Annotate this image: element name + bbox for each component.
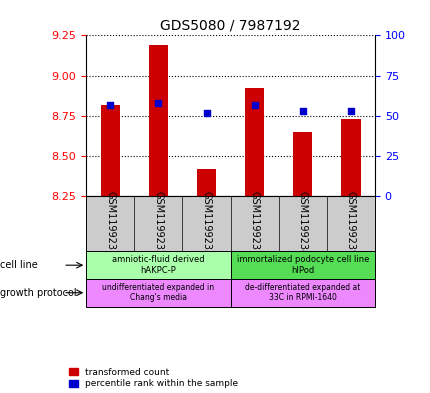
Point xyxy=(298,108,305,114)
Text: GSM1199231: GSM1199231 xyxy=(105,191,115,256)
Bar xyxy=(230,279,374,307)
Bar xyxy=(341,119,359,196)
Point xyxy=(155,100,162,106)
Text: growth protocol: growth protocol xyxy=(0,288,77,298)
Text: cell line: cell line xyxy=(0,260,38,270)
Point xyxy=(107,101,114,108)
Text: undifferentiated expanded in
Chang's media: undifferentiated expanded in Chang's med… xyxy=(102,283,214,303)
Text: GSM1199232: GSM1199232 xyxy=(153,191,163,257)
Title: GDS5080 / 7987192: GDS5080 / 7987192 xyxy=(160,19,300,33)
Bar xyxy=(197,169,215,196)
Text: amniotic-fluid derived
hAKPC-P: amniotic-fluid derived hAKPC-P xyxy=(112,255,204,275)
Text: GSM1199233: GSM1199233 xyxy=(201,191,211,256)
Text: GSM1199238: GSM1199238 xyxy=(297,191,307,256)
Point xyxy=(203,109,209,116)
Bar xyxy=(101,105,120,196)
Bar xyxy=(148,45,168,196)
Bar xyxy=(86,279,230,307)
Text: immortalized podocyte cell line
hIPod: immortalized podocyte cell line hIPod xyxy=(236,255,368,275)
Point xyxy=(251,101,258,108)
Bar xyxy=(86,252,230,279)
Text: de-differentiated expanded at
33C in RPMI-1640: de-differentiated expanded at 33C in RPM… xyxy=(245,283,359,303)
Text: GSM1199239: GSM1199239 xyxy=(345,191,355,256)
Bar xyxy=(244,88,264,196)
Bar xyxy=(292,132,312,196)
Text: GSM1199237: GSM1199237 xyxy=(249,191,259,257)
Legend: transformed count, percentile rank within the sample: transformed count, percentile rank withi… xyxy=(69,368,238,389)
Bar xyxy=(230,252,374,279)
Point xyxy=(347,108,353,114)
